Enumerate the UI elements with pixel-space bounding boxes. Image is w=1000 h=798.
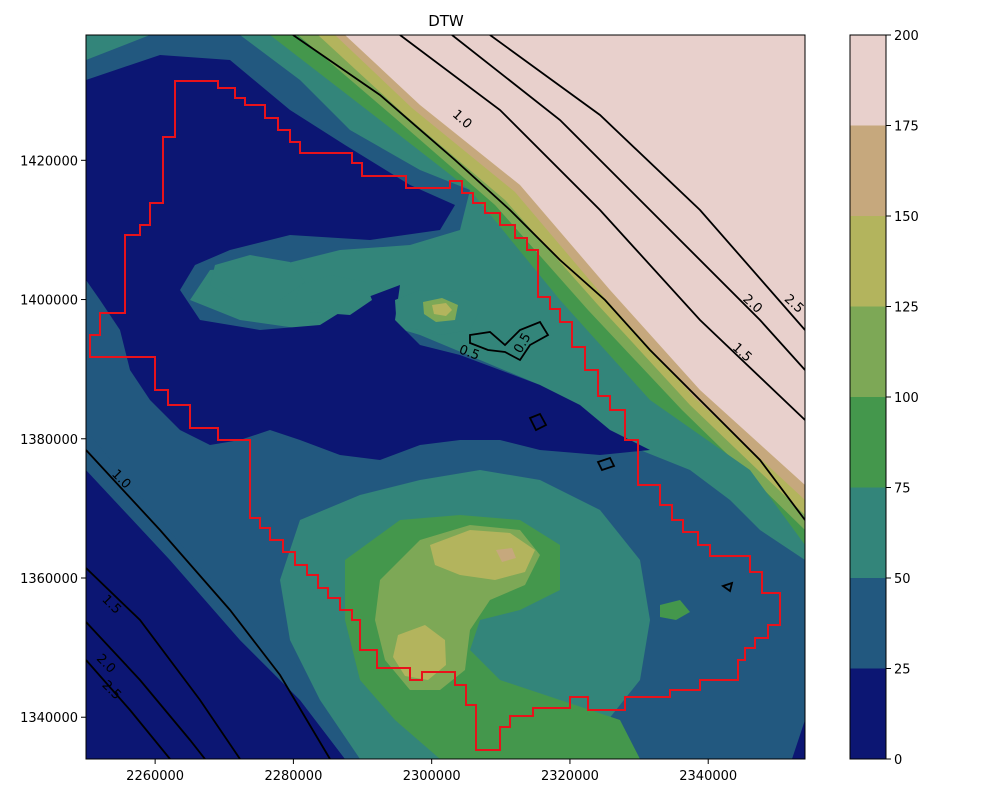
high-south-125-150-a <box>430 530 535 580</box>
contour-0.5-loop <box>469 320 550 362</box>
colorbar-tick-label: 100 <box>894 391 919 406</box>
colorbar-tick-label: 200 <box>894 29 919 44</box>
contour-2.0-southwest <box>86 621 206 759</box>
high-mid-125-150 <box>432 303 452 316</box>
colorbar-tick-label: 75 <box>894 482 911 497</box>
contour-2.5-northeast <box>489 35 805 331</box>
high-nw2-50-75 <box>295 275 372 315</box>
contour-2.5-southwest <box>86 659 171 759</box>
x-tick-label: 2320000 <box>541 769 599 784</box>
high-south-125-150-b <box>393 625 446 680</box>
y-tick-label: 1380000 <box>20 433 78 448</box>
contour-1.5-southwest <box>86 567 241 759</box>
contour-lines <box>86 35 805 759</box>
colorbar-band <box>850 216 886 307</box>
high-south-175-200 <box>496 548 516 562</box>
colorbar-tick-label: 50 <box>894 572 911 587</box>
y-tick-label: 1340000 <box>20 711 78 726</box>
band-0-25-lower <box>86 470 345 759</box>
colorbar: 0 25 50 75 100 125 150 175 200 <box>849 29 919 768</box>
colorbar-band <box>850 35 886 126</box>
x-tick-label: 2340000 <box>679 769 737 784</box>
axes-frame <box>85 34 806 760</box>
colorbar-tick-label: 125 <box>894 301 919 316</box>
contour-labels: 1.02.0 2.51.50.5 0.51.01.52.02.5 <box>93 107 805 703</box>
colorbar-band <box>850 306 886 397</box>
colorbar-band <box>850 487 886 578</box>
y-tick-label: 1400000 <box>20 294 78 309</box>
contour-1.0-southwest <box>86 449 331 759</box>
chart-title: DTW <box>428 12 464 30</box>
x-axis: 2260000 2280000 2300000 2320000 2340000 <box>126 759 737 784</box>
colorbar-band <box>850 578 886 669</box>
contour-2.0-northeast <box>451 35 805 371</box>
x-tick-label: 2280000 <box>264 769 322 784</box>
high-nw-50-75 <box>210 255 305 300</box>
y-tick-label: 1360000 <box>20 572 78 587</box>
contour-label: 0.5 <box>457 343 482 364</box>
colorbar-band <box>850 397 886 488</box>
colorbar-tick-label: 175 <box>894 120 919 135</box>
x-tick-label: 2260000 <box>126 769 184 784</box>
x-tick-label: 2300000 <box>403 769 461 784</box>
contour-small-a <box>596 456 616 472</box>
y-axis: 1340000 1360000 1380000 1400000 1420000 <box>20 154 86 726</box>
contour-label-text: 0.5 <box>457 343 482 364</box>
colorbar-band <box>850 668 886 759</box>
boundary-outline <box>89 80 781 751</box>
filled-contours <box>86 35 805 759</box>
colorbar-tick-label: 0 <box>894 753 902 768</box>
colorbar-tick-label: 150 <box>894 210 919 225</box>
plot-area: 1.02.0 2.51.50.5 0.51.01.52.02.5 <box>86 35 805 759</box>
contour-small-c <box>528 412 548 432</box>
contour-small-b <box>721 581 734 593</box>
contour-1.5-northeast <box>399 35 805 421</box>
colorbar-tick-label: 25 <box>894 663 911 678</box>
colorbar-band <box>850 125 886 216</box>
high-east-75-100 <box>660 600 690 620</box>
band-0-25-corner <box>792 720 805 759</box>
band-0-25 <box>86 55 650 460</box>
contour-1.0-northeast <box>292 35 805 521</box>
y-tick-label: 1420000 <box>20 154 78 169</box>
